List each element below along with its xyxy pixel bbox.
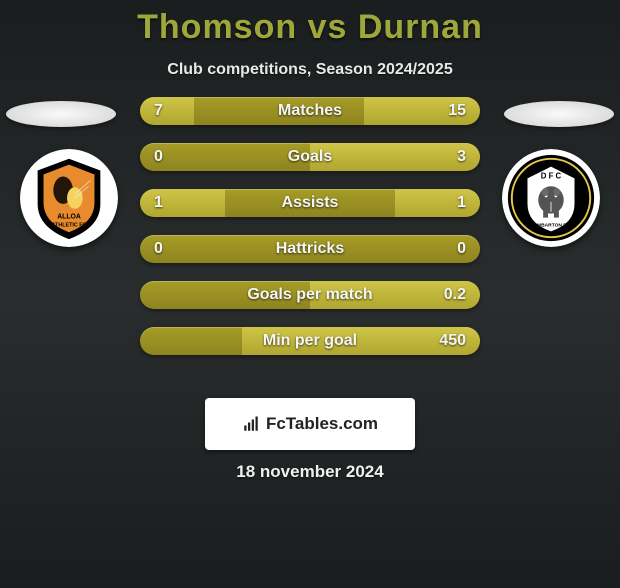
brand-text: FcTables.com <box>266 414 378 434</box>
svg-text:DUMBARTON F.C.: DUMBARTON F.C. <box>530 222 573 228</box>
club-crest-right: D F C DUMBARTON F.C. <box>502 149 600 247</box>
stat-row: Assists11 <box>140 189 480 217</box>
crest-right-svg: D F C DUMBARTON F.C. <box>502 149 600 247</box>
stat-value-left: 0 <box>154 235 163 263</box>
stat-value-left: 0 <box>154 143 163 171</box>
stat-fill-right <box>242 327 480 355</box>
svg-text:ATHLETIC FC: ATHLETIC FC <box>52 222 87 228</box>
stat-fill-right <box>310 143 480 171</box>
player-right-ellipse <box>504 101 614 127</box>
stat-row: Goals per match0.2 <box>140 281 480 309</box>
stat-label: Hattricks <box>140 235 480 263</box>
stat-fill-left <box>140 97 194 125</box>
stat-row: Matches715 <box>140 97 480 125</box>
svg-text:D F C: D F C <box>541 171 562 180</box>
club-crest-left: ALLOA ATHLETIC FC <box>20 149 118 247</box>
stat-bars: Matches715Goals03Assists11Hattricks00Goa… <box>140 97 480 373</box>
stat-value-right: 0 <box>457 235 466 263</box>
player-left-ellipse <box>6 101 116 127</box>
stat-fill-right <box>364 97 480 125</box>
chart-icon <box>242 415 260 433</box>
crest-left-svg: ALLOA ATHLETIC FC <box>20 149 118 247</box>
stat-row: Min per goal450 <box>140 327 480 355</box>
stat-fill-right <box>310 281 480 309</box>
page-subtitle: Club competitions, Season 2024/2025 <box>0 61 620 79</box>
stat-row: Goals03 <box>140 143 480 171</box>
svg-text:ALLOA: ALLOA <box>57 214 81 221</box>
stat-fill-left <box>140 189 225 217</box>
footer-date: 18 november 2024 <box>0 462 620 482</box>
brand-badge: FcTables.com <box>205 398 415 450</box>
stat-fill-right <box>395 189 480 217</box>
page-title: Thomson vs Durnan <box>0 8 620 47</box>
stat-row: Hattricks0 0 <box>140 235 480 263</box>
